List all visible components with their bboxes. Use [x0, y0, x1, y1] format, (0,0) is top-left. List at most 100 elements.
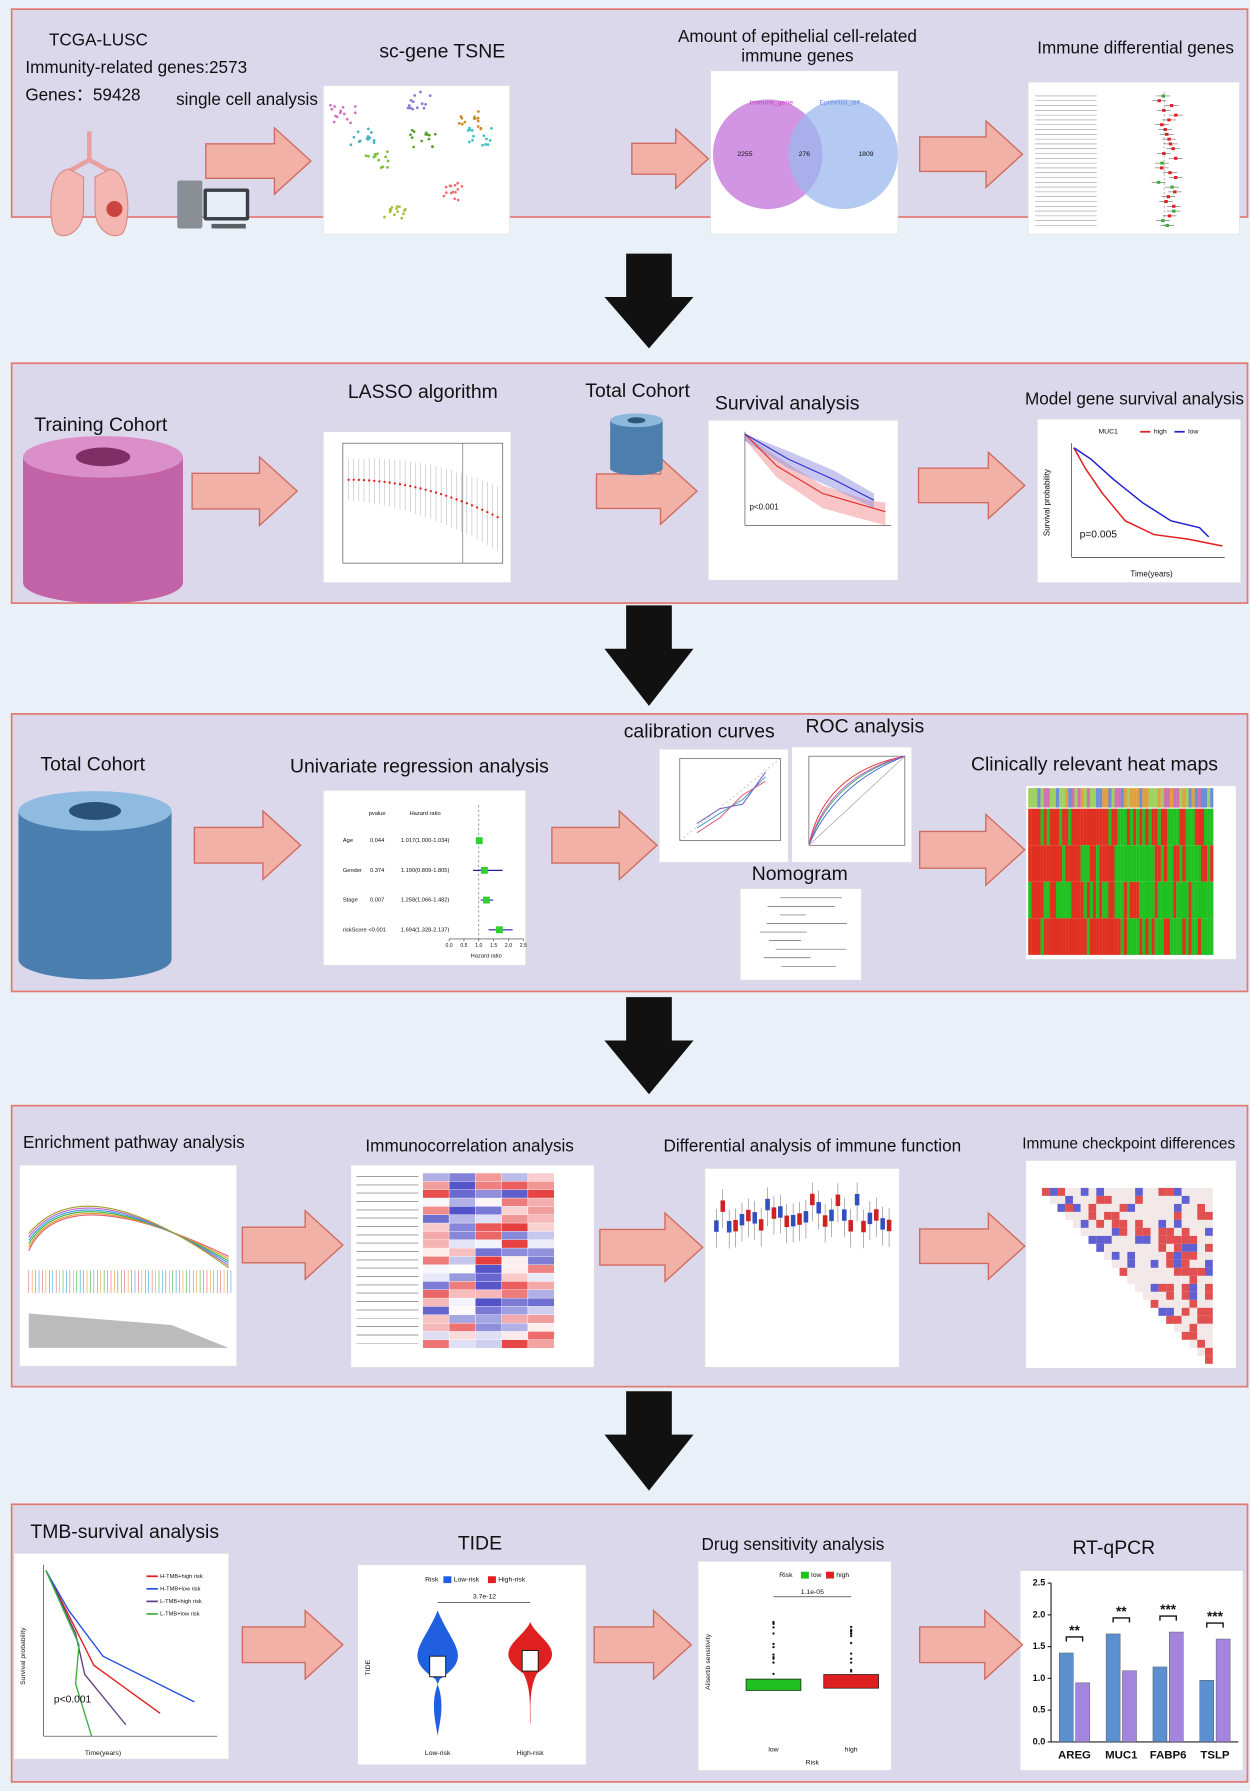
checkpoint-cell [1166, 1268, 1174, 1276]
checkpoint-cell [1151, 1212, 1159, 1220]
column-header: Hazard ratio [410, 811, 441, 817]
x-tick-label: FABP6 [1150, 1750, 1187, 1762]
lasso-dot [409, 485, 411, 487]
heatmap-cell [1124, 882, 1127, 919]
heatmap-cell [1170, 882, 1173, 919]
corr-cell [528, 1198, 554, 1206]
checkpoint-cell [1205, 1268, 1213, 1276]
checkpoint-cell [1143, 1236, 1151, 1244]
corr-cell [502, 1290, 528, 1298]
checkpoint-cell [1189, 1308, 1197, 1316]
hr-label: 1.258(1.066-1.482) [401, 898, 450, 904]
tsne-dot [463, 121, 466, 124]
corr-cell [423, 1273, 449, 1281]
tsne-dot [456, 182, 459, 185]
heatmap-cell [1167, 809, 1170, 846]
heatmap-cell [1189, 882, 1192, 919]
heatmap-cell [1081, 845, 1084, 882]
heatmap-annot [1179, 788, 1182, 807]
box-body [874, 1209, 879, 1220]
heatmap-annot [1096, 788, 1099, 807]
checkpoint-cell [1143, 1228, 1151, 1236]
checkpoint-cell [1158, 1212, 1166, 1220]
computer-icon [212, 224, 246, 229]
step-title: Enrichment pathway analysis [23, 1132, 245, 1152]
checkpoint-cell [1174, 1236, 1182, 1244]
checkpoint-cell [1166, 1276, 1174, 1284]
calibration-plot [659, 749, 788, 862]
checkpoint-cell [1135, 1252, 1143, 1260]
heatmap-cell [1173, 809, 1176, 846]
heatmap-cell [1152, 809, 1155, 846]
corr-cell [502, 1281, 528, 1289]
tsne-dot [453, 197, 456, 200]
checkpoint-cell [1096, 1212, 1104, 1220]
box-body [880, 1218, 885, 1229]
tsne-dot [384, 155, 387, 158]
checkpoint-cell [1135, 1284, 1143, 1292]
corr-cell [449, 1248, 475, 1256]
corr-cell [449, 1273, 475, 1281]
checkpoint-cell [1166, 1220, 1174, 1228]
tsne-dot [330, 108, 333, 111]
tsne-dot [473, 117, 476, 120]
heatmap-cell [1078, 845, 1081, 882]
checkpoint-cell [1112, 1204, 1120, 1212]
tsne-dot [443, 195, 446, 198]
heatmap-cell [1142, 918, 1145, 955]
heatmap-annot [1189, 788, 1192, 807]
corr-cell [528, 1315, 554, 1323]
heatmap-cell [1118, 845, 1121, 882]
heatmap-cell [1093, 845, 1096, 882]
checkpoint-cell [1166, 1284, 1174, 1292]
checkpoint-cell [1104, 1204, 1112, 1212]
box-body [778, 1206, 783, 1217]
corr-cell [502, 1198, 528, 1206]
tsne-dot [449, 184, 452, 187]
checkpoint-cell [1151, 1228, 1159, 1236]
venn-count: 2255 [737, 151, 752, 158]
lasso-dot [455, 498, 457, 500]
tsne-dot [428, 138, 431, 141]
heatmap-cell [1155, 918, 1158, 955]
tsne-dot [329, 104, 332, 107]
checkpoint-cell [1182, 1292, 1190, 1300]
heatmap-cell [1133, 845, 1136, 882]
heatmap-cell [1145, 809, 1148, 846]
heatmap-cell [1158, 918, 1161, 955]
tsne-dot [353, 136, 356, 139]
checkpoint-cell [1182, 1252, 1190, 1260]
outlier [772, 1673, 774, 1675]
corr-cell [502, 1215, 528, 1223]
heatmap-annot [1130, 788, 1133, 807]
checkpoint-cell [1174, 1196, 1182, 1204]
heatmap-cell [1093, 882, 1096, 919]
checkpoint-cell [1104, 1212, 1112, 1220]
lasso-dot [435, 491, 437, 493]
corr-cell [502, 1173, 528, 1181]
checkpoint-cell [1182, 1324, 1190, 1332]
heatmap-annot [1195, 788, 1198, 807]
checkpoint-cell [1205, 1300, 1213, 1308]
y-tick-label: 0.5 [1033, 1705, 1046, 1715]
checkpoint-cell [1182, 1236, 1190, 1244]
heatmap-annot [1099, 788, 1102, 807]
checkpoint-cell [1189, 1284, 1197, 1292]
heatmap-cell [1152, 845, 1155, 882]
heatmap-cell [1034, 882, 1037, 919]
heatmap-cell [1047, 882, 1050, 919]
corr-cell [502, 1248, 528, 1256]
corr-cell [528, 1173, 554, 1181]
checkpoint-cell [1205, 1308, 1213, 1316]
heatmap-cell [1034, 845, 1037, 882]
checkpoint-cell [1135, 1268, 1143, 1276]
cylinder [18, 811, 171, 959]
heatmap-cell [1158, 845, 1161, 882]
heatmap-cell [1105, 882, 1108, 919]
tsne-dot [389, 211, 392, 214]
checkpoint-cell [1120, 1228, 1128, 1236]
checkpoint-cell [1205, 1276, 1213, 1284]
tsne-dot [389, 208, 392, 211]
lasso-dot [486, 511, 488, 513]
heatmap-cell [1204, 882, 1207, 919]
